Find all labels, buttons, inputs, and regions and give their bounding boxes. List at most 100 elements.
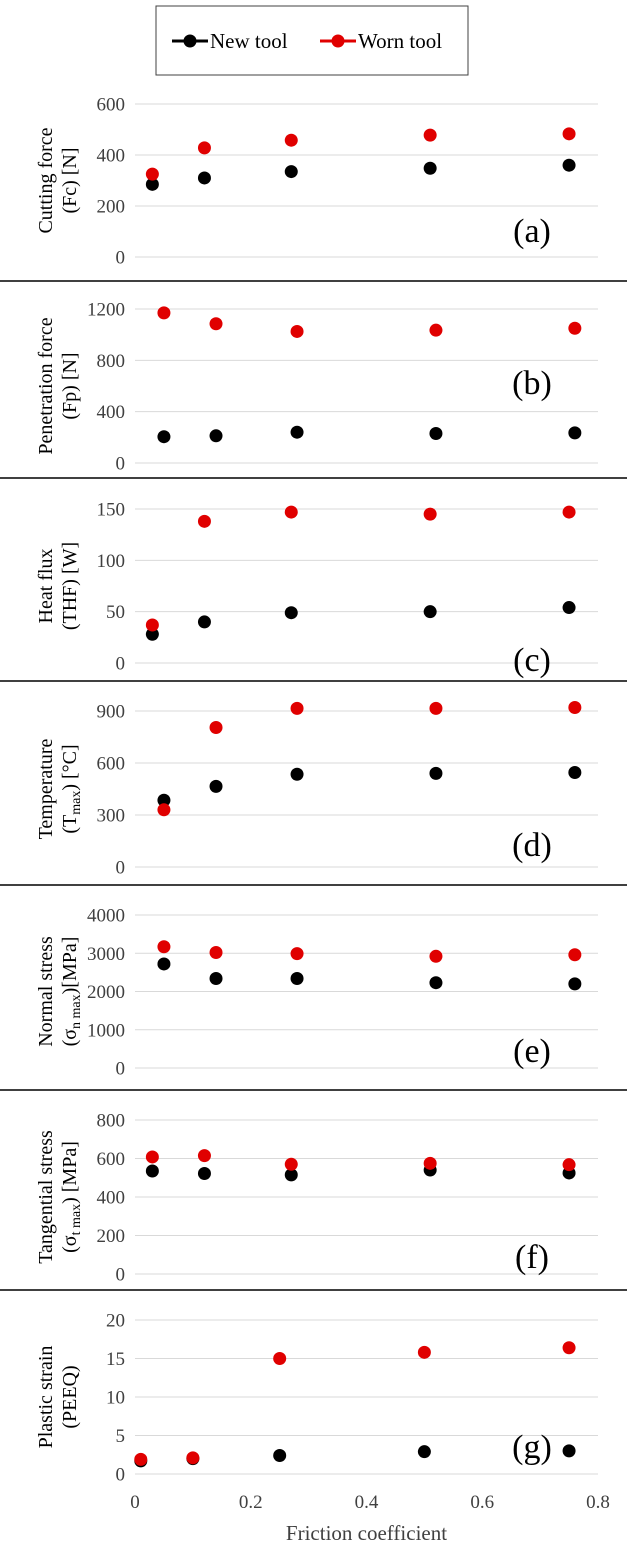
new-tool-point [429,426,443,440]
y-tick-label: 0 [116,1465,126,1486]
panel-label: (c) [513,642,551,679]
worn-tool-point [284,1157,298,1171]
y-axis-label-units: (THF) [W] [59,542,81,630]
worn-tool-point [197,514,211,528]
panel-f: 0 200 400 600 800 Tangential stress (σt max) [… [35,1111,598,1286]
worn-tool-point [145,167,159,181]
worn-tool-point [562,127,576,141]
new-tool-point [284,1168,298,1182]
y-axis-label-units: (σt max) [MPa] [59,1141,84,1253]
y-tick-label: 0 [116,248,126,269]
y-tick-label: 5 [116,1426,126,1447]
y-tick-label: 20 [106,1311,125,1332]
worn-tool-point [429,323,443,337]
y-axis-label: Tangential stress [35,1130,57,1264]
new-tool-point [290,971,304,985]
new-tool-point [423,605,437,619]
worn-tool-point [197,1149,211,1163]
y-tick-label: 100 [97,551,126,572]
x-axis-label: Friction coefficient [286,1521,447,1545]
worn-tool-point [209,720,223,734]
y-tick-label: 0 [116,654,126,675]
new-tool-point [145,177,159,191]
y-axis-label: Cutting force [35,127,57,233]
y-tick-label: 50 [106,602,125,623]
y-tick-label: 0 [116,1265,126,1286]
worn-tool-point [562,1341,576,1355]
new-tool-point [562,158,576,172]
y-tick-label: 150 [97,500,126,521]
y-tick-label: 0 [116,454,126,475]
new-tool-point [209,971,223,985]
new-tool-point [568,766,582,780]
legend-worn-label: Worn tool [358,29,442,53]
worn-tool-point [290,701,304,715]
new-tool-point [423,161,437,175]
worn-tool-point [423,507,437,521]
y-tick-label: 900 [97,702,126,723]
worn-tool-point [290,324,304,338]
worn-tool-point [429,701,443,715]
new-tool-point [157,430,171,444]
legend-new-marker [183,34,197,48]
worn-tool-point [134,1452,148,1466]
new-tool-point [209,779,223,793]
y-axis-label: Temperature [35,738,57,839]
y-tick-label: 800 [97,351,126,372]
panel-label: (f) [515,1239,549,1276]
worn-tool-point [568,701,582,715]
worn-tool-point [423,128,437,142]
new-tool-point [568,977,582,991]
worn-tool-point [157,940,171,954]
y-axis-label-units: (PEEQ) [59,1365,81,1428]
worn-tool-point [568,948,582,962]
worn-tool-point [284,133,298,147]
worn-tool-point [273,1352,287,1365]
y-axis-label-units: (Tmax) [°C] [59,744,84,833]
worn-tool-point [157,306,171,320]
worn-tool-point [562,505,576,519]
y-tick-label: 400 [97,402,126,423]
new-tool-point [562,1444,576,1458]
new-tool-point [290,767,304,781]
y-tick-label: 1200 [87,300,125,321]
new-tool-point [417,1445,431,1459]
new-tool-point [429,976,443,990]
worn-tool-point [423,1156,437,1170]
new-tool-point [273,1449,287,1463]
panel-e: 0 1000 2000 3000 4000 Normal stress (σn max)[M… [35,906,598,1080]
y-tick-label: 2000 [87,982,125,1003]
worn-tool-point [562,1158,576,1172]
panel-d: 0 300 600 900 Temperature (Tmax) [°C] (d) [35,701,598,879]
new-tool-point [157,793,171,807]
y-tick-label: 200 [97,197,126,218]
x-tick-label: 0.8 [586,1492,610,1513]
x-tick-label: 0.4 [355,1492,379,1513]
legend-worn-marker [331,34,345,48]
worn-tool-point [145,1150,159,1164]
y-tick-label: 600 [97,1149,126,1170]
worn-tool-point [209,317,223,331]
y-tick-label: 15 [106,1349,125,1370]
new-tool-point [284,165,298,179]
new-tool-point [562,601,576,615]
y-axis-label: Plastic strain [35,1346,57,1449]
worn-tool-point [157,803,171,817]
new-tool-point [145,1164,159,1178]
worn-tool-point [209,945,223,959]
x-tick-label: 0.6 [470,1492,494,1513]
new-tool-point [145,627,159,641]
worn-tool-point [145,618,159,632]
new-tool-point [209,429,223,443]
x-tick-label: 0.2 [239,1492,263,1513]
worn-tool-point [568,321,582,335]
legend: New tool Worn tool [155,5,469,76]
y-tick-label: 0 [116,858,126,879]
y-tick-label: 10 [106,1388,125,1409]
panel-label: (b) [512,365,552,402]
worn-tool-point [429,949,443,963]
worn-tool-point [417,1345,431,1359]
new-tool-point [197,615,211,629]
y-tick-label: 3000 [87,944,125,965]
